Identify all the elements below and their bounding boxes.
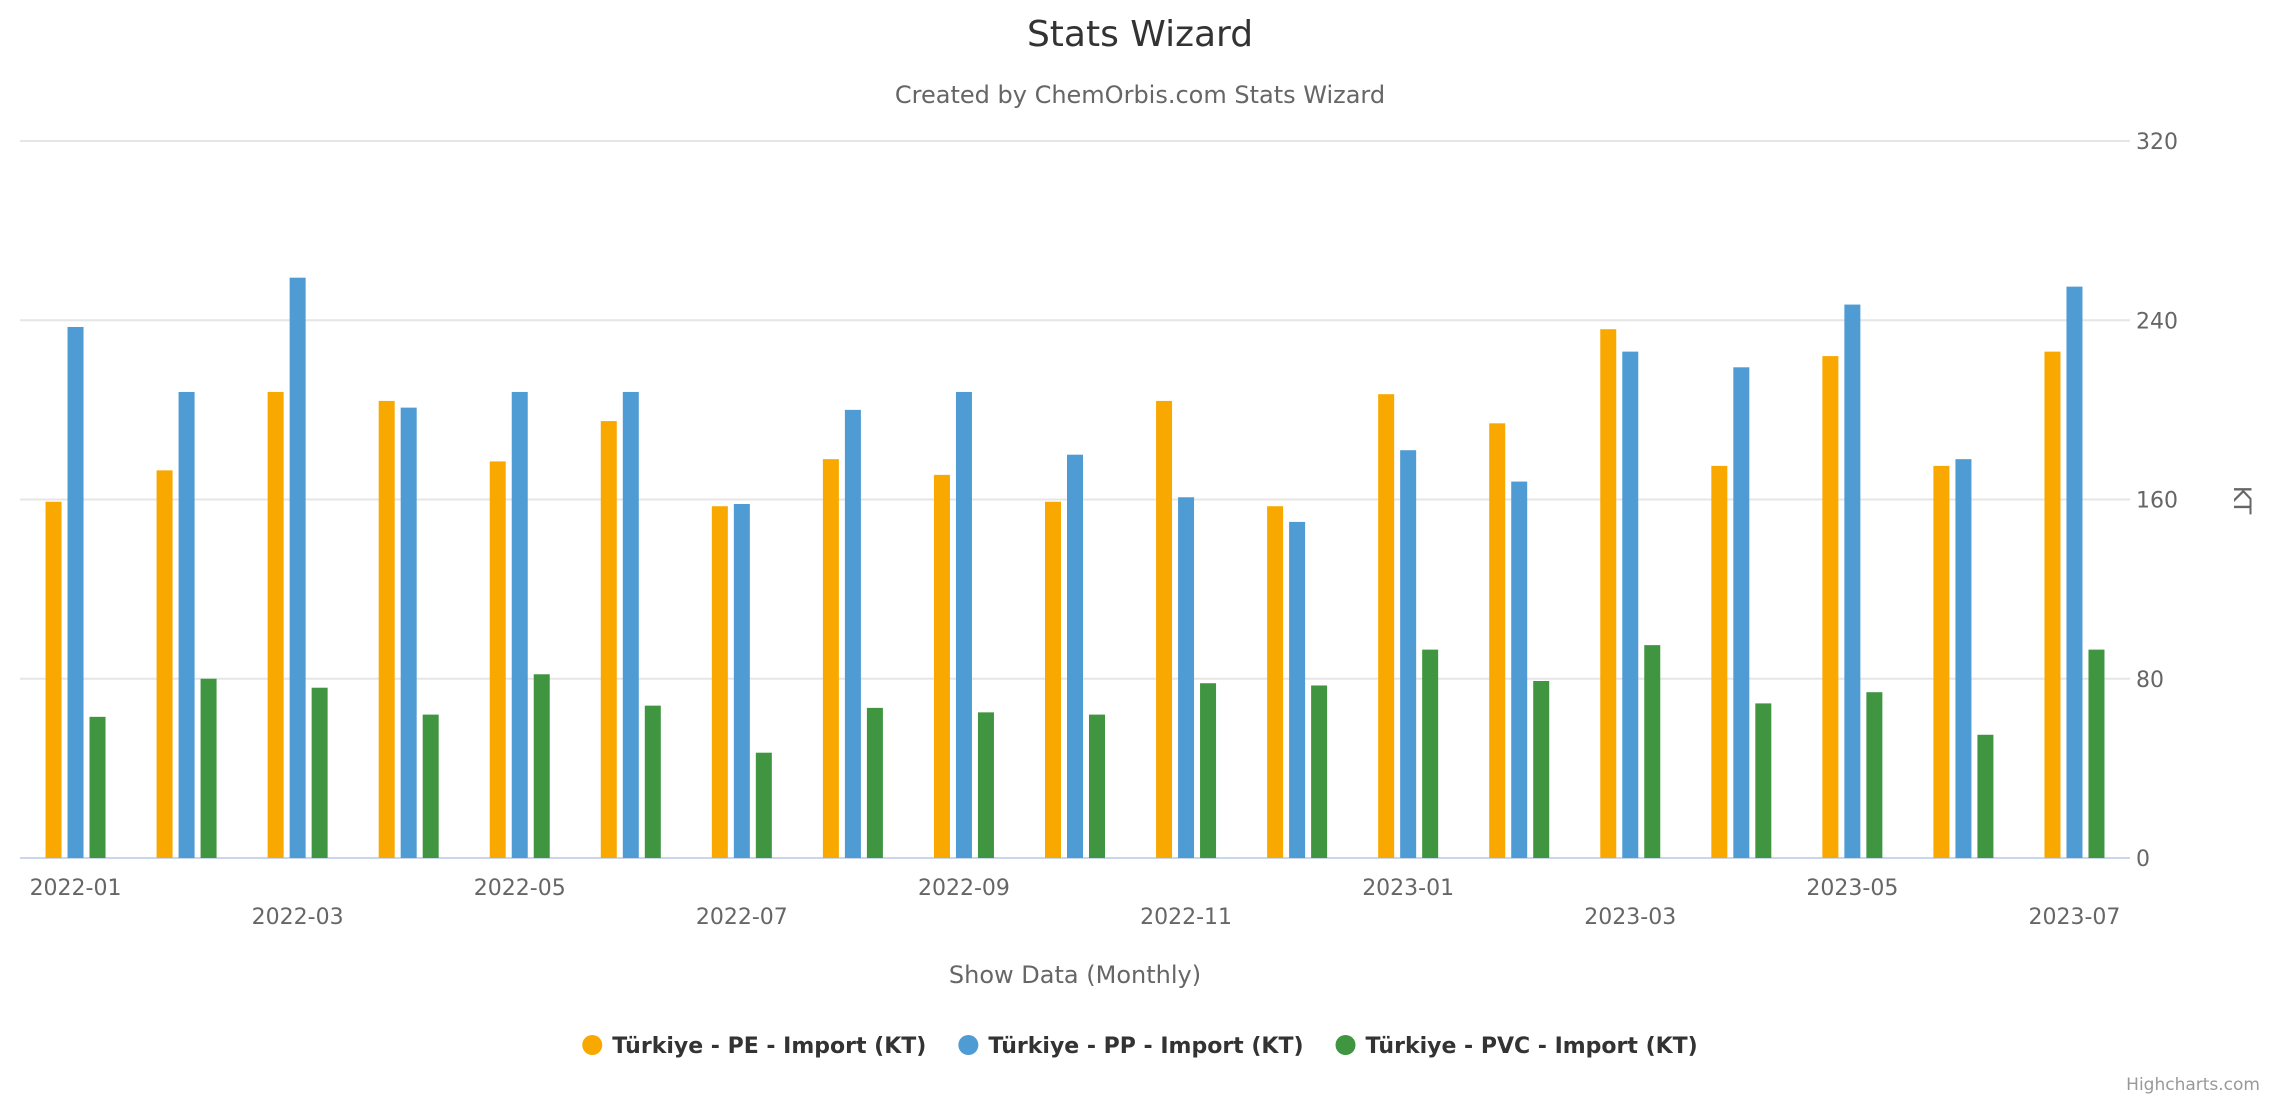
bar-2022-10-series-1[interactable] xyxy=(1045,501,1061,858)
bar-2023-03-series-1[interactable] xyxy=(1600,329,1617,858)
x-tick-label: 2022-05 xyxy=(474,876,566,901)
x-tick-label: 2022-09 xyxy=(918,876,1010,901)
bar-2023-06-series-1[interactable] xyxy=(1933,465,1950,858)
legend-item-3[interactable]: Türkiye - PVC - Import (KT) xyxy=(1335,1034,1698,1059)
legend: Türkiye - PE - Import (KT) Türkiye - PP -… xyxy=(582,1034,1698,1059)
bar-2022-05-series-3[interactable] xyxy=(533,674,550,858)
bar-2022-09-series-2[interactable] xyxy=(955,391,972,858)
bar-2022-01-series-2[interactable] xyxy=(67,326,84,858)
bar-2023-06-series-3[interactable] xyxy=(1977,734,1994,858)
credits[interactable]: Highcharts.com xyxy=(2126,1075,2260,1095)
bar-2022-01-series-1[interactable] xyxy=(45,501,62,858)
legend-marker xyxy=(958,1035,979,1055)
bar-2023-02-series-3[interactable] xyxy=(1533,680,1550,858)
bar-2023-05-series-1[interactable] xyxy=(1822,356,1839,858)
bar-2022-09-series-3[interactable] xyxy=(977,712,994,858)
x-tick-label: 2023-07 xyxy=(2029,905,2121,930)
legend-label: Türkiye - PP - Import (KT) xyxy=(988,1034,1303,1059)
x-tick-label: 2023-05 xyxy=(1806,876,1898,901)
x-tick-label: 2022-03 xyxy=(252,905,344,930)
x-tick-label: 2022-01 xyxy=(30,876,122,901)
bar-2022-05-series-1[interactable] xyxy=(489,461,506,858)
bar-2023-04-series-3[interactable] xyxy=(1755,703,1772,858)
bar-2023-01-series-1[interactable] xyxy=(1378,394,1395,858)
x-tick-label: 2022-07 xyxy=(696,905,788,930)
y-tick-label: 160 xyxy=(2136,489,2178,514)
legend-label: Türkiye - PVC - Import (KT) xyxy=(1366,1034,1698,1059)
legend-marker xyxy=(582,1035,603,1055)
bar-2023-07-series-3[interactable] xyxy=(2088,649,2105,858)
x-tick-label: 2023-01 xyxy=(1362,876,1454,901)
legend-label: Türkiye - PE - Import (KT) xyxy=(612,1034,926,1059)
bar-2022-04-series-2[interactable] xyxy=(400,407,417,858)
bar-2022-03-series-3[interactable] xyxy=(311,687,328,858)
bar-series xyxy=(45,277,2105,859)
bar-2022-11-series-1[interactable] xyxy=(1156,400,1173,858)
bar-2023-01-series-3[interactable] xyxy=(1422,649,1439,858)
bar-2022-12-series-3[interactable] xyxy=(1311,685,1328,858)
y-axis-title: KT xyxy=(2228,486,2256,515)
bar-2023-05-series-2[interactable] xyxy=(1844,304,1861,858)
bar-2022-02-series-1[interactable] xyxy=(156,470,173,858)
bar-2022-03-series-2[interactable] xyxy=(289,277,306,859)
bar-2023-03-series-2[interactable] xyxy=(1622,351,1639,858)
y-tick-label: 0 xyxy=(2136,847,2150,872)
bar-2022-12-series-2[interactable] xyxy=(1289,521,1306,858)
bar-2023-05-series-3[interactable] xyxy=(1866,692,1883,858)
chart-subtitle: Created by ChemOrbis.com Stats Wizard xyxy=(895,81,1385,109)
bar-2022-12-series-1[interactable] xyxy=(1267,506,1284,858)
x-tick-label: 2022-11 xyxy=(1140,905,1232,930)
bar-2022-11-series-3[interactable] xyxy=(1200,683,1217,858)
bar-2022-03-series-1[interactable] xyxy=(267,391,284,858)
bar-2022-08-series-3[interactable] xyxy=(866,707,883,858)
x-axis-ticks: 2022-01 2022-03 2022-05 2022-07 2022-09 2022-… xyxy=(30,876,2121,930)
legend-item-1[interactable]: Türkiye - PE - Import (KT) xyxy=(582,1034,926,1059)
y-tick-label: 80 xyxy=(2136,668,2164,693)
bar-2023-07-series-2[interactable] xyxy=(2066,286,2083,858)
x-tick-label: 2023-03 xyxy=(1584,905,1676,930)
bar-2022-10-series-2[interactable] xyxy=(1067,454,1083,858)
bar-2023-04-series-1[interactable] xyxy=(1711,465,1728,858)
bar-2022-02-series-2[interactable] xyxy=(178,391,195,858)
bar-2022-06-series-2[interactable] xyxy=(622,391,639,858)
bar-2022-07-series-1[interactable] xyxy=(711,506,728,858)
bar-2022-08-series-2[interactable] xyxy=(844,409,861,858)
bar-2022-05-series-2[interactable] xyxy=(511,391,528,858)
bar-2023-07-series-1[interactable] xyxy=(2044,351,2061,858)
legend-item-2[interactable]: Türkiye - PP - Import (KT) xyxy=(958,1034,1304,1059)
bar-2022-06-series-1[interactable] xyxy=(600,421,617,858)
bar-2023-04-series-2[interactable] xyxy=(1733,367,1750,858)
y-axis-ticks: 0 80 160 240 320 xyxy=(2136,130,2178,872)
bar-2022-09-series-1[interactable] xyxy=(933,474,950,858)
bar-2022-07-series-2[interactable] xyxy=(733,503,750,858)
bar-2022-02-series-3[interactable] xyxy=(200,678,217,858)
bar-2022-01-series-3[interactable] xyxy=(89,716,106,858)
bar-2022-08-series-1[interactable] xyxy=(822,459,839,858)
x-axis-title: Show Data (Monthly) xyxy=(949,961,1201,989)
bar-2022-11-series-2[interactable] xyxy=(1178,497,1195,858)
y-tick-label: 240 xyxy=(2136,309,2178,334)
bar-2023-02-series-1[interactable] xyxy=(1489,423,1506,858)
bar-2022-07-series-3[interactable] xyxy=(755,752,772,858)
bar-2023-06-series-2[interactable] xyxy=(1955,459,1972,858)
bar-2023-01-series-2[interactable] xyxy=(1400,450,1417,858)
legend-marker xyxy=(1335,1035,1356,1055)
bar-2022-04-series-3[interactable] xyxy=(422,714,439,858)
bar-2023-03-series-3[interactable] xyxy=(1644,645,1661,858)
bar-2022-06-series-3[interactable] xyxy=(644,705,661,858)
bar-2022-04-series-1[interactable] xyxy=(378,400,395,858)
chart-title: Stats Wizard xyxy=(1027,14,1253,55)
y-tick-label: 320 xyxy=(2136,130,2178,155)
bar-2023-02-series-2[interactable] xyxy=(1511,481,1528,858)
bar-2022-10-series-3[interactable] xyxy=(1089,714,1105,858)
